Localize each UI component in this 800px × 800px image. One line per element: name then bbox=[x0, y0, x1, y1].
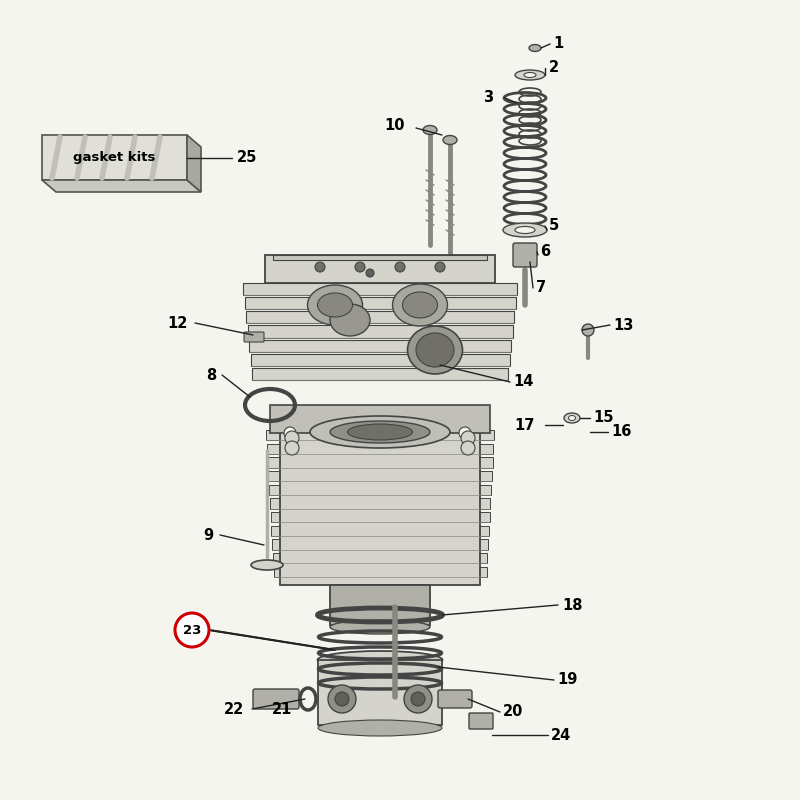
Text: 23: 23 bbox=[183, 623, 201, 637]
FancyBboxPatch shape bbox=[253, 689, 299, 709]
FancyBboxPatch shape bbox=[267, 458, 493, 467]
Circle shape bbox=[582, 324, 594, 336]
FancyBboxPatch shape bbox=[274, 567, 486, 577]
Text: 12: 12 bbox=[168, 315, 188, 330]
Circle shape bbox=[424, 427, 436, 439]
Text: 2: 2 bbox=[549, 61, 559, 75]
Ellipse shape bbox=[330, 304, 370, 336]
Circle shape bbox=[315, 262, 325, 272]
Polygon shape bbox=[243, 283, 517, 295]
FancyBboxPatch shape bbox=[270, 498, 490, 509]
Ellipse shape bbox=[318, 293, 353, 317]
Polygon shape bbox=[252, 368, 508, 380]
Circle shape bbox=[435, 262, 445, 272]
Polygon shape bbox=[247, 326, 513, 338]
Text: 18: 18 bbox=[562, 598, 582, 613]
Text: 13: 13 bbox=[613, 318, 634, 333]
FancyBboxPatch shape bbox=[273, 255, 487, 260]
Text: 7: 7 bbox=[536, 281, 546, 295]
Ellipse shape bbox=[515, 70, 545, 80]
Text: 15: 15 bbox=[593, 410, 614, 426]
Circle shape bbox=[355, 262, 365, 272]
FancyBboxPatch shape bbox=[271, 526, 489, 536]
FancyBboxPatch shape bbox=[318, 660, 442, 725]
FancyBboxPatch shape bbox=[272, 539, 488, 550]
Ellipse shape bbox=[407, 326, 462, 374]
Polygon shape bbox=[249, 339, 511, 352]
Polygon shape bbox=[42, 180, 201, 192]
Text: 1: 1 bbox=[553, 37, 563, 51]
FancyBboxPatch shape bbox=[244, 332, 264, 342]
Ellipse shape bbox=[318, 651, 442, 669]
Polygon shape bbox=[250, 354, 510, 366]
Text: 10: 10 bbox=[385, 118, 405, 133]
FancyBboxPatch shape bbox=[269, 485, 491, 495]
Text: 8: 8 bbox=[206, 367, 216, 382]
Circle shape bbox=[328, 685, 356, 713]
Circle shape bbox=[285, 431, 299, 445]
Ellipse shape bbox=[402, 292, 438, 318]
Circle shape bbox=[461, 441, 475, 455]
Circle shape bbox=[285, 441, 299, 455]
Ellipse shape bbox=[310, 416, 450, 448]
Text: 19: 19 bbox=[557, 673, 578, 687]
FancyBboxPatch shape bbox=[266, 444, 494, 454]
Text: 21: 21 bbox=[272, 702, 292, 717]
Circle shape bbox=[366, 269, 374, 277]
Circle shape bbox=[175, 613, 209, 647]
Ellipse shape bbox=[318, 720, 442, 736]
Ellipse shape bbox=[443, 135, 457, 145]
Ellipse shape bbox=[529, 45, 541, 51]
Ellipse shape bbox=[347, 424, 413, 440]
Text: 16: 16 bbox=[611, 425, 631, 439]
Ellipse shape bbox=[423, 126, 437, 134]
Circle shape bbox=[335, 692, 349, 706]
Circle shape bbox=[404, 685, 432, 713]
FancyBboxPatch shape bbox=[280, 420, 480, 585]
Text: 14: 14 bbox=[513, 374, 534, 390]
Ellipse shape bbox=[503, 223, 547, 237]
Circle shape bbox=[461, 431, 475, 445]
Text: gasket kits: gasket kits bbox=[74, 151, 156, 164]
Text: 22: 22 bbox=[224, 702, 244, 717]
Text: 17: 17 bbox=[514, 418, 535, 433]
Ellipse shape bbox=[251, 560, 283, 570]
Circle shape bbox=[411, 692, 425, 706]
Ellipse shape bbox=[564, 413, 580, 423]
Polygon shape bbox=[42, 135, 187, 180]
Ellipse shape bbox=[416, 333, 454, 367]
Ellipse shape bbox=[393, 284, 447, 326]
Text: 3: 3 bbox=[483, 90, 493, 106]
Ellipse shape bbox=[318, 422, 433, 444]
Text: 6: 6 bbox=[540, 245, 550, 259]
FancyBboxPatch shape bbox=[265, 255, 495, 283]
Ellipse shape bbox=[330, 421, 430, 443]
Text: 5: 5 bbox=[549, 218, 559, 234]
Circle shape bbox=[319, 427, 331, 439]
Ellipse shape bbox=[307, 285, 362, 325]
FancyBboxPatch shape bbox=[273, 553, 487, 563]
Polygon shape bbox=[246, 311, 514, 323]
Polygon shape bbox=[245, 297, 515, 310]
Ellipse shape bbox=[515, 226, 535, 234]
FancyBboxPatch shape bbox=[270, 405, 490, 433]
FancyBboxPatch shape bbox=[330, 585, 430, 625]
Ellipse shape bbox=[569, 415, 575, 421]
FancyBboxPatch shape bbox=[469, 713, 493, 729]
Text: 20: 20 bbox=[503, 705, 523, 719]
Circle shape bbox=[284, 427, 296, 439]
Text: 24: 24 bbox=[551, 727, 571, 742]
Text: 9: 9 bbox=[203, 527, 213, 542]
Ellipse shape bbox=[524, 73, 536, 78]
Circle shape bbox=[395, 262, 405, 272]
Ellipse shape bbox=[330, 620, 430, 634]
Text: 25: 25 bbox=[237, 150, 258, 166]
FancyBboxPatch shape bbox=[270, 512, 490, 522]
Polygon shape bbox=[187, 135, 201, 192]
FancyBboxPatch shape bbox=[268, 471, 492, 482]
FancyBboxPatch shape bbox=[513, 243, 537, 267]
FancyBboxPatch shape bbox=[438, 690, 472, 708]
Circle shape bbox=[459, 427, 471, 439]
FancyBboxPatch shape bbox=[266, 430, 494, 440]
